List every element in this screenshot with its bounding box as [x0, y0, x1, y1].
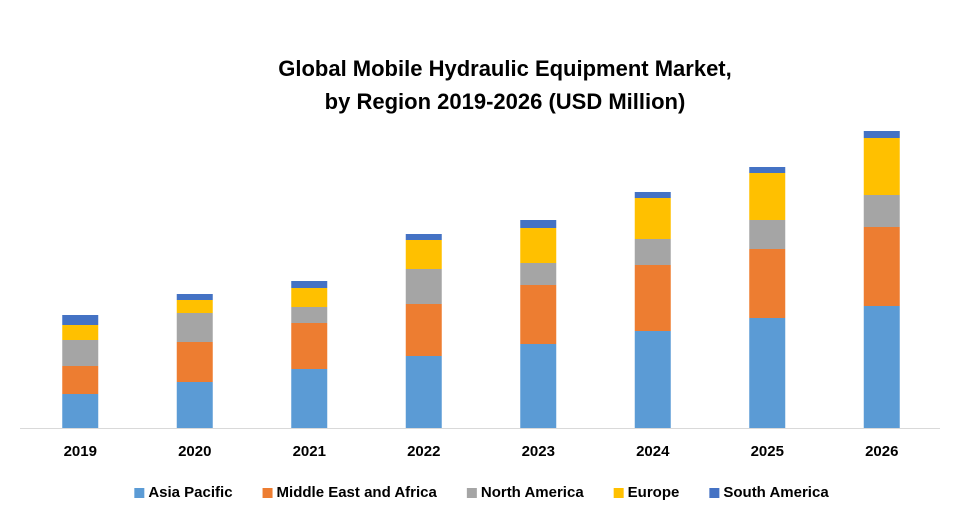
bar-segment: [634, 198, 671, 239]
legend-item: Asia Pacific: [134, 484, 233, 501]
bar-segment: [62, 394, 99, 428]
bar-segment: [520, 344, 557, 428]
bar-segment: [62, 340, 99, 366]
bar-segment: [291, 281, 328, 288]
bar-segment: [62, 325, 99, 340]
bar-segment: [863, 131, 900, 138]
bar-segment: [749, 173, 786, 220]
bar-segment: [749, 318, 786, 428]
bar-segment: [291, 323, 328, 369]
bar-segment: [520, 228, 557, 263]
bar-segment: [291, 288, 328, 307]
x-tick-label: 2021: [293, 443, 326, 460]
x-tick-label: 2025: [751, 443, 784, 460]
bar-segment: [291, 369, 328, 428]
bar-segment: [291, 307, 328, 323]
x-tick-label: 2023: [522, 443, 555, 460]
x-tick-label: 2022: [407, 443, 440, 460]
bar-segment: [520, 285, 557, 344]
bar-segment: [405, 234, 442, 240]
bar-segment: [863, 195, 900, 227]
legend-item: Middle East and Africa: [262, 484, 438, 501]
chart-title: Global Mobile Hydraulic Equipment Market…: [278, 56, 732, 81]
chart-title: by Region 2019-2026 (USD Million): [325, 89, 686, 114]
bar-segment: [863, 306, 900, 428]
legend-label: North America: [481, 484, 584, 501]
x-tick-label: 2026: [865, 443, 898, 460]
legend-label: Middle East and Africa: [277, 484, 438, 501]
bar-segment: [176, 294, 213, 300]
bar-segment: [749, 220, 786, 249]
legend-label: Europe: [628, 484, 680, 501]
bar-segment: [634, 265, 671, 331]
legend-item: North America: [466, 484, 584, 501]
bar-segment: [634, 192, 671, 198]
legend-swatch: [262, 488, 273, 498]
bar-segment: [405, 304, 442, 356]
x-tick-label: 2024: [636, 443, 670, 460]
legend-item: South America: [709, 484, 829, 501]
bar-segment: [405, 356, 442, 428]
bar-segment: [62, 315, 99, 325]
bar-segment: [520, 263, 557, 285]
bar-segment: [520, 220, 557, 228]
bar-segment: [176, 382, 213, 428]
bar-segment: [176, 300, 213, 313]
bar-segment: [863, 138, 900, 195]
bar-segment: [749, 249, 786, 318]
bar-segment: [405, 269, 442, 304]
legend-swatch: [466, 488, 477, 498]
legend-label: Asia Pacific: [148, 484, 232, 501]
bar-segment: [749, 167, 786, 173]
bar-segment: [405, 240, 442, 269]
bar-segment: [634, 239, 671, 265]
x-tick-label: 2020: [178, 443, 211, 460]
bar-segment: [634, 331, 671, 428]
bar-segment: [176, 342, 213, 382]
legend-swatch: [134, 488, 145, 498]
x-tick-label: 2019: [64, 443, 97, 460]
legend-label: South America: [723, 484, 829, 501]
bar-segment: [62, 366, 99, 394]
bar-segment: [176, 313, 213, 342]
legend-swatch: [709, 488, 720, 498]
bar-segment: [863, 227, 900, 306]
legend-item: Europe: [613, 484, 680, 501]
legend-swatch: [613, 488, 624, 498]
